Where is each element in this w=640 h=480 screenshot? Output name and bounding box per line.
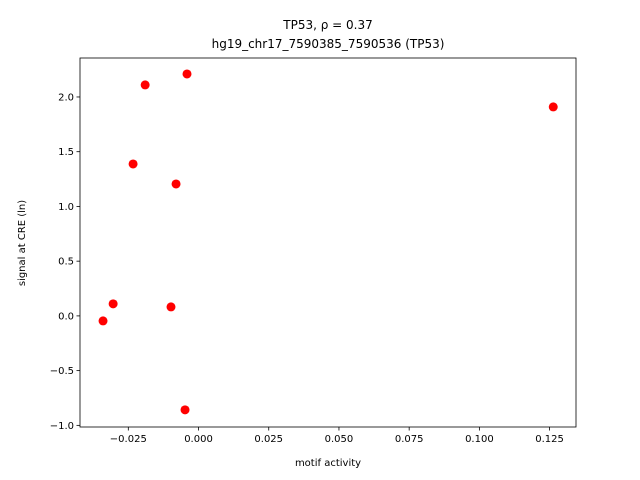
point — [128, 159, 138, 169]
point — [180, 405, 190, 415]
x-axis-label: motif activity — [295, 458, 361, 469]
point — [98, 316, 108, 326]
axes-frame — [79, 57, 577, 428]
y-tick-label: −1.0 — [50, 421, 74, 432]
x-tick-label: 0.025 — [254, 434, 283, 445]
y-tick-label: −0.5 — [50, 366, 74, 377]
x-tick-label: 0.000 — [184, 434, 213, 445]
point — [140, 80, 150, 90]
y-axis-label: signal at CRE (ln) — [17, 200, 28, 286]
x-tick-label: 0.075 — [395, 434, 424, 445]
x-tick-label: 0.125 — [535, 434, 564, 445]
chart-title: TP53, ρ = 0.37 — [282, 18, 372, 32]
chart-subtitle: hg19_chr17_7590385_7590536 (TP53) — [212, 37, 445, 51]
y-tick-label: 2.0 — [58, 92, 74, 103]
y-tick-label: 0.0 — [58, 311, 74, 322]
y-tick-label: 1.0 — [58, 202, 74, 213]
point — [166, 302, 176, 312]
point — [548, 102, 558, 112]
point — [171, 179, 181, 189]
point — [108, 299, 118, 309]
x-tick-label: −0.025 — [110, 434, 147, 445]
x-tick-label: 0.100 — [465, 434, 494, 445]
y-tick-label: 1.5 — [58, 147, 74, 158]
x-tick-label: 0.050 — [325, 434, 354, 445]
y-tick-label: 0.5 — [58, 257, 74, 268]
point — [182, 69, 192, 79]
